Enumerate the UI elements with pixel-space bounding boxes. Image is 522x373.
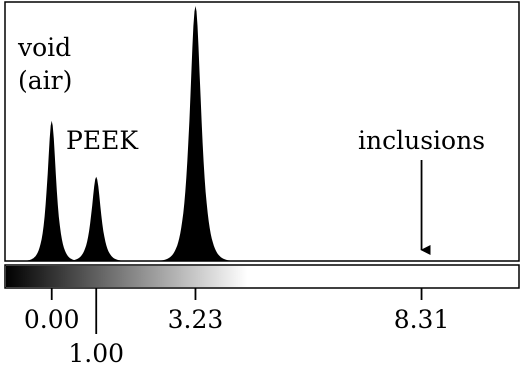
- peak-label-0-line-1: (air): [18, 66, 72, 95]
- colorbar-ticks: 0.00 1.00 3.23 8.31: [24, 288, 449, 368]
- tick-label-3: 8.31: [394, 305, 450, 334]
- peak-label-0-line-0: void: [17, 33, 71, 62]
- tick-label-0: 0.00: [24, 305, 80, 334]
- colorbar-gradient-fill: [6, 266, 248, 287]
- peak-2: [124, 6, 267, 261]
- histogram-peaks: [0, 6, 267, 261]
- tick-label-2: 3.23: [168, 305, 224, 334]
- tick-label-1: 1.00: [68, 339, 124, 368]
- peak-1: [25, 176, 168, 261]
- peak-labels: void (air) PEEK: [17, 33, 139, 155]
- plot-frame: [4, 1, 520, 262]
- inclusions-label: inclusions: [358, 126, 485, 155]
- peak-label-1-line-0: PEEK: [66, 126, 139, 155]
